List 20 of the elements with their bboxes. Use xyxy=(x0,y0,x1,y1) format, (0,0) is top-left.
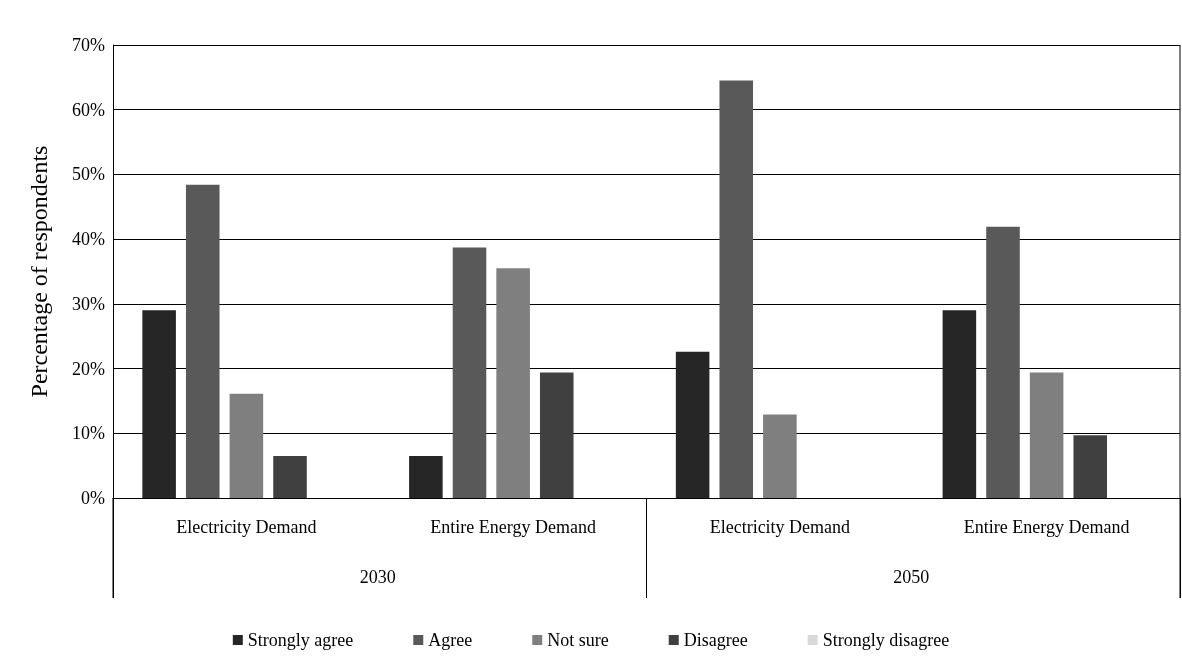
legend-label: Strongly disagree xyxy=(822,630,950,650)
x-tick-label: Entire Energy Demand xyxy=(963,517,1130,537)
y-tick-label: 50% xyxy=(72,164,105,185)
legend-label: Not sure xyxy=(547,630,609,650)
legend-label: Strongly agree xyxy=(247,630,354,650)
x-tick-label: Entire Energy Demand xyxy=(430,517,596,537)
x-tick-label: Electricity Demand xyxy=(176,517,317,537)
y-tick-label: 30% xyxy=(72,293,105,314)
legend-label: Agree xyxy=(428,630,473,650)
y-tick-label: 0% xyxy=(81,488,105,508)
text: 2050 xyxy=(893,567,930,587)
y-tick-label: 70% xyxy=(72,35,105,55)
y-tick-label: 20% xyxy=(72,358,105,379)
x-tick-label: Electricity Demand xyxy=(709,517,851,537)
legend-label: Disagree xyxy=(683,630,748,650)
y-tick-label: 10% xyxy=(72,423,105,444)
y-tick-label: 60% xyxy=(72,99,105,120)
y-axis-title: Percentage of respondents xyxy=(26,145,52,398)
y-tick-label: 40% xyxy=(72,229,105,250)
text: 2030 xyxy=(359,567,396,587)
